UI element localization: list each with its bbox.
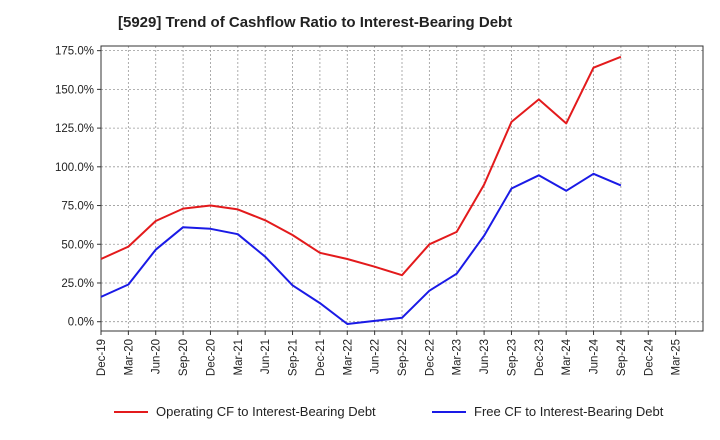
chart-title: [5929] Trend of Cashflow Ratio to Intere… <box>118 14 513 31</box>
x-tick-label: Dec-21 <box>315 339 327 376</box>
y-tick-label: 150.0% <box>55 84 94 96</box>
x-tick-label: Dec-23 <box>534 339 546 376</box>
x-tick-label: Sep-22 <box>397 339 409 376</box>
x-tick-label: Mar-23 <box>452 339 464 375</box>
y-tick-label: 100.0% <box>55 162 94 174</box>
x-tick-label: Mar-21 <box>233 339 245 375</box>
x-tick-label: Mar-24 <box>561 338 573 375</box>
x-tick-label: Dec-22 <box>424 339 436 376</box>
x-tick-label: Sep-20 <box>178 339 190 376</box>
x-tick-label: Jun-24 <box>589 338 601 374</box>
x-tick-label: Mar-22 <box>342 339 354 375</box>
x-tick-label: Jun-23 <box>479 339 491 374</box>
y-tick-label: 125.0% <box>55 123 94 135</box>
x-tick-label: Dec-20 <box>205 339 217 376</box>
legend: Operating CF to Interest-Bearing Debt Fre… <box>0 404 720 426</box>
x-tick-label: Sep-24 <box>616 338 628 376</box>
x-tick-label: Dec-24 <box>643 338 655 376</box>
operating-cf-series-line <box>100 55 622 277</box>
plot-frame <box>100 45 704 332</box>
x-tick-label: Jun-22 <box>370 339 382 374</box>
x-tick-label: Jun-20 <box>151 339 163 374</box>
legend-swatch <box>432 410 466 413</box>
legend-item: Operating CF to Interest-Bearing Debt <box>114 404 376 419</box>
y-tick-label: 50.0% <box>61 239 94 251</box>
y-tick-label: 25.0% <box>61 278 94 290</box>
x-tick-label: Dec-19 <box>96 339 108 376</box>
x-tick-label: Sep-21 <box>288 339 300 376</box>
legend-swatch <box>114 410 148 413</box>
legend-item: Free CF to Interest-Bearing Debt <box>432 404 663 419</box>
x-tick-label: Mar-20 <box>123 339 135 375</box>
legend-label: Free CF to Interest-Bearing Debt <box>474 404 664 419</box>
x-tick-label: Mar-25 <box>671 339 683 375</box>
free-cf-series-line <box>100 172 622 325</box>
y-tick-label: 175.0% <box>55 46 94 58</box>
legend-label: Operating CF to Interest-Bearing Debt <box>156 404 376 419</box>
y-tick-label: 0.0% <box>68 317 94 329</box>
x-tick-label: Sep-23 <box>506 339 518 376</box>
y-tick-label: 75.0% <box>61 201 94 213</box>
x-tick-label: Jun-21 <box>260 339 272 374</box>
